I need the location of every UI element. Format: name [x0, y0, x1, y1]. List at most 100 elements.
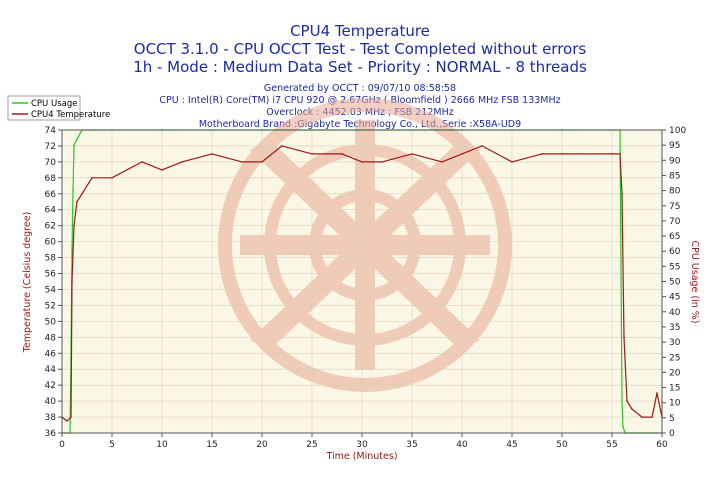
temperature-line	[61, 145, 663, 422]
temperature-point	[91, 177, 93, 179]
y-left-tick-label: 48	[45, 333, 57, 343]
y-left-tick-label: 66	[45, 190, 57, 200]
temperature-point	[541, 153, 543, 155]
y-left-tick-label: 46	[45, 349, 57, 359]
y-right-tick-label: 100	[669, 126, 686, 136]
cpu-usage-point	[72, 189, 74, 192]
info-overclock: Overclock : 4452.03 MHz ; FSB 212MHz	[266, 107, 453, 118]
temperature-point	[66, 420, 68, 422]
x-tick-label: 40	[456, 440, 468, 450]
temperature-point	[611, 153, 613, 155]
x-tick-label: 10	[156, 440, 168, 450]
y-left-tick-label: 50	[45, 317, 57, 327]
x-tick-label: 0	[59, 440, 65, 450]
cpu-usage-point	[620, 265, 622, 268]
temperature-point	[311, 153, 313, 155]
y-right-tick-label: 30	[669, 338, 681, 348]
x-tick-label: 45	[506, 440, 517, 450]
y-left-axis-label: Temperature (Celsius degree)	[22, 212, 33, 354]
temperature-point	[581, 153, 583, 155]
y-right-axis-label: CPU Usage (in %)	[689, 240, 700, 323]
y-right-axis-ticks: 0 5 10 15 20 25 30 35 40 45 50 55 60 65 70 75 80 85 90 95 10…	[662, 126, 686, 439]
temperature-series-group	[61, 145, 663, 422]
y-right-tick-label: 95	[669, 141, 680, 151]
y-left-tick-label: 62	[45, 222, 56, 232]
y-right-tick-label: 80	[669, 187, 681, 197]
cpu-usage-point	[622, 426, 624, 428]
temperature-point	[361, 161, 363, 163]
temperature-point	[641, 416, 643, 418]
temperature-point	[621, 193, 623, 195]
y-right-tick-label: 25	[669, 353, 680, 363]
legend-label-temperature: CPU4 Temperature	[31, 110, 110, 120]
temperature-point	[511, 161, 513, 163]
x-tick-label: 60	[656, 440, 668, 450]
temperature-point	[381, 161, 383, 163]
y-right-tick-label: 65	[669, 232, 680, 242]
y-left-tick-label: 72	[45, 142, 56, 152]
temperature-point	[281, 145, 283, 147]
temperature-point	[341, 153, 343, 155]
y-right-tick-label: 75	[669, 202, 680, 212]
temperature-point	[161, 169, 163, 171]
x-axis-ticks: 0 5 10 15 20 25 30 35 40 45 50 55 60	[59, 433, 668, 450]
y-left-tick-label: 74	[45, 126, 57, 136]
cpu-usage-point	[73, 144, 75, 146]
cpu-usage-point	[71, 250, 73, 252]
temperature-point	[651, 416, 653, 418]
y-left-tick-label: 42	[45, 381, 56, 391]
y-left-tick-label: 56	[45, 270, 57, 280]
legend-box	[7, 95, 81, 121]
temperature-point	[481, 145, 483, 147]
y-right-tick-label: 0	[669, 429, 675, 439]
chart-subtitle-1: OCCT 3.1.0 - CPU OCCT Test - Test Comple…	[134, 40, 587, 58]
y-right-tick-label: 40	[669, 308, 681, 318]
y-right-tick-label: 45	[669, 293, 680, 303]
y-left-tick-label: 68	[45, 174, 57, 184]
y-right-tick-label: 85	[669, 171, 680, 181]
temperature-point	[441, 161, 443, 163]
temperature-point	[619, 153, 621, 155]
temperature-point	[631, 408, 633, 410]
cpu-usage-point	[621, 401, 623, 404]
chart-subtitle-2: 1h - Mode : Medium Data Set - Priority :…	[133, 58, 587, 76]
y-right-tick-label: 5	[669, 414, 675, 424]
temperature-point	[656, 392, 658, 394]
y-left-tick-label: 58	[45, 254, 57, 264]
x-axis-label: Time (Minutes)	[325, 451, 397, 462]
x-tick-label: 30	[356, 440, 368, 450]
temperature-point	[111, 177, 113, 179]
temperature-point	[461, 153, 463, 155]
y-left-tick-label: 64	[45, 206, 57, 216]
y-left-axis-ticks: 36 38 40 42 44 46 48 50 52 54 56 58 60 62 64 66 68 70 72 74	[45, 126, 62, 439]
y-left-tick-label: 36	[45, 429, 57, 439]
cpu-usage-point	[76, 138, 78, 140]
chart-title: CPU4 Temperature	[290, 22, 430, 40]
temperature-point	[411, 153, 413, 155]
x-tick-label: 15	[206, 440, 217, 450]
temperature-point	[561, 153, 563, 155]
legend-label-cpu-usage: CPU Usage	[31, 99, 77, 109]
y-right-tick-label: 55	[669, 262, 680, 272]
watermark-logo	[218, 98, 512, 392]
temperature-point	[71, 280, 73, 283]
temperature-point	[626, 400, 628, 402]
info-generated: Generated by OCCT : 09/07/10 08:58:58	[264, 83, 456, 94]
y-left-tick-label: 52	[45, 301, 56, 311]
x-tick-label: 55	[606, 440, 617, 450]
temperature-point	[261, 161, 263, 163]
x-tick-label: 50	[556, 440, 568, 450]
x-tick-label: 25	[306, 440, 317, 450]
temperature-point	[211, 153, 213, 155]
y-left-tick-label: 60	[45, 238, 57, 248]
y-left-tick-label: 70	[45, 158, 57, 168]
y-left-tick-label: 44	[45, 365, 57, 375]
y-right-tick-label: 10	[669, 399, 681, 409]
y-right-tick-label: 50	[669, 278, 681, 288]
temperature-point	[241, 161, 243, 163]
temperature-point	[181, 161, 183, 163]
y-left-tick-label: 40	[45, 397, 57, 407]
temperature-point	[70, 416, 72, 418]
legend: CPU Usage CPU4 Temperature	[7, 95, 110, 121]
